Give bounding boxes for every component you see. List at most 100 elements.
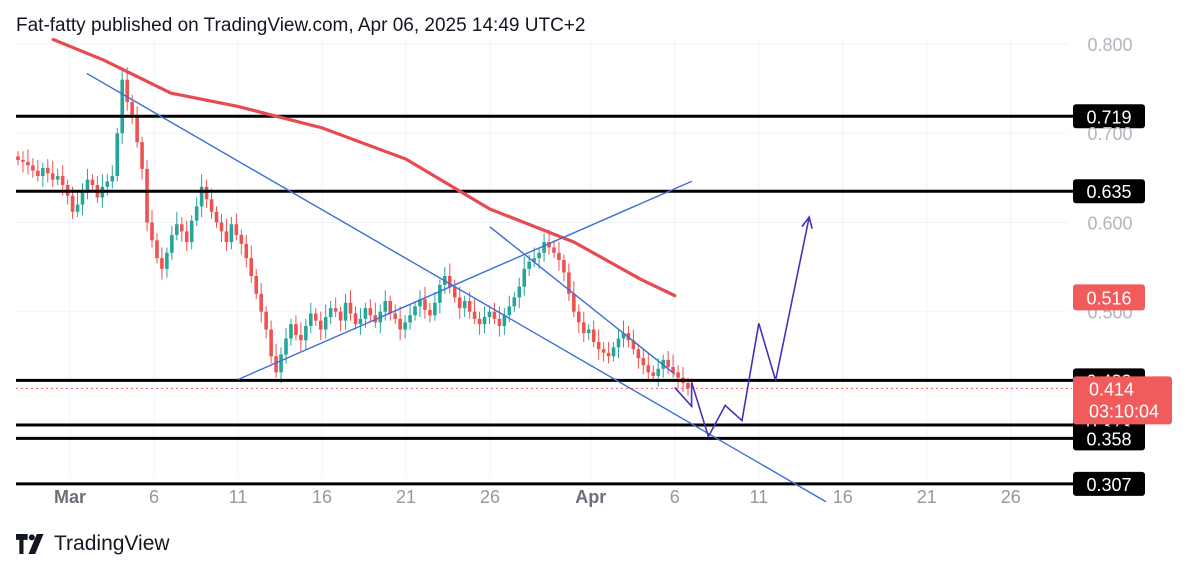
candle-body <box>259 293 263 312</box>
candle-body <box>601 349 606 353</box>
candle-body <box>299 334 303 341</box>
candle-body <box>80 190 85 205</box>
candle-body <box>552 247 556 253</box>
candle-body <box>175 224 179 235</box>
x-tick-label: 6 <box>670 487 680 507</box>
candle-body <box>313 313 318 321</box>
candle-body <box>606 352 611 357</box>
current-price-value: 0.414 <box>1089 379 1134 399</box>
trendline <box>237 180 692 381</box>
price-level-label: 0.358 <box>1086 429 1131 449</box>
price-level-label: 0.719 <box>1086 107 1131 127</box>
x-tick-label: 6 <box>149 487 159 507</box>
candle-body <box>611 347 616 357</box>
candle-body <box>338 311 343 321</box>
tradingview-brand[interactable]: TradingView <box>16 532 170 556</box>
price-level-badge <box>1073 471 1145 496</box>
candle-body <box>572 293 576 312</box>
candle-body <box>452 286 457 298</box>
candle-body <box>353 313 358 325</box>
candle-body <box>234 224 239 235</box>
candle-body <box>408 315 412 323</box>
candle-body <box>328 308 333 318</box>
candle-body <box>31 165 35 171</box>
price-level-badge <box>1073 179 1145 204</box>
candle-body <box>254 276 259 294</box>
candle-body <box>249 258 254 276</box>
candle-body <box>507 306 512 316</box>
candle-body <box>686 383 690 389</box>
x-tick-label: 16 <box>312 487 332 507</box>
candle-body <box>482 317 487 325</box>
trendline <box>489 226 676 375</box>
candle-body <box>636 349 641 359</box>
candle-body <box>547 242 551 248</box>
current-price-badge <box>1073 376 1172 425</box>
candle-body <box>527 261 531 269</box>
candle-body <box>631 340 636 350</box>
candle-body <box>155 240 159 259</box>
candle-body <box>284 338 288 355</box>
candle-body <box>224 231 229 243</box>
x-tick-label: Apr <box>575 487 606 507</box>
candle-body <box>150 222 154 241</box>
candle-body <box>457 297 462 309</box>
candle-body <box>487 311 492 318</box>
candle-body <box>343 302 348 321</box>
candle-body <box>55 176 60 180</box>
candle-body <box>145 168 149 223</box>
candle-body <box>616 338 621 348</box>
candle-body <box>567 272 571 294</box>
candle-body <box>90 179 95 185</box>
candle-body <box>170 234 174 253</box>
candle-body <box>467 300 472 312</box>
candle-body <box>472 311 477 319</box>
candle-body <box>130 102 134 118</box>
candle-body <box>75 204 80 212</box>
candle-body <box>646 365 651 373</box>
candle-body <box>165 252 169 269</box>
x-tick-label: 21 <box>396 487 416 507</box>
trendline <box>86 72 827 503</box>
candle-body <box>323 317 328 330</box>
price-level-label: 0.307 <box>1086 475 1131 495</box>
candle-body <box>621 333 626 339</box>
candle-body <box>363 308 368 319</box>
projection-arrowhead-icon <box>801 215 813 229</box>
moving-average-badge <box>1073 284 1145 311</box>
x-tick-label: Mar <box>54 487 86 507</box>
candle-body <box>537 252 541 259</box>
candle-body <box>204 186 209 200</box>
candle-body <box>21 160 25 162</box>
time-axis: Mar 6 11 16 21 26 Apr 6 11 16 21 26 <box>54 487 1021 507</box>
candle-body <box>60 176 65 185</box>
candle-body <box>309 313 313 326</box>
price-level-badge <box>1073 104 1145 129</box>
candle-body <box>304 325 308 341</box>
candle-body <box>393 313 397 319</box>
candle-body <box>289 324 293 339</box>
x-tick-label: 11 <box>749 487 768 507</box>
x-tick-label: 21 <box>917 487 937 507</box>
candle-body <box>596 342 601 350</box>
candle-body <box>318 320 323 330</box>
moving-average-line <box>51 37 677 298</box>
candle-body <box>562 259 566 273</box>
publisher-attribution: Fat-fatty published on TradingView.com, … <box>16 15 586 36</box>
candle-body <box>348 302 353 314</box>
candle-body <box>269 329 273 357</box>
candle-body <box>50 173 55 180</box>
candle-body <box>110 176 115 182</box>
tradingview-logo-icon <box>16 534 44 554</box>
candle-body <box>462 300 467 309</box>
candle-body <box>16 156 20 160</box>
candle-body <box>586 329 591 334</box>
y-tick-label: 0.800 <box>1087 35 1132 55</box>
candle-body <box>244 243 249 259</box>
candle-body <box>333 308 338 312</box>
candle-body <box>477 318 482 325</box>
x-tick-label: 26 <box>480 487 500 507</box>
